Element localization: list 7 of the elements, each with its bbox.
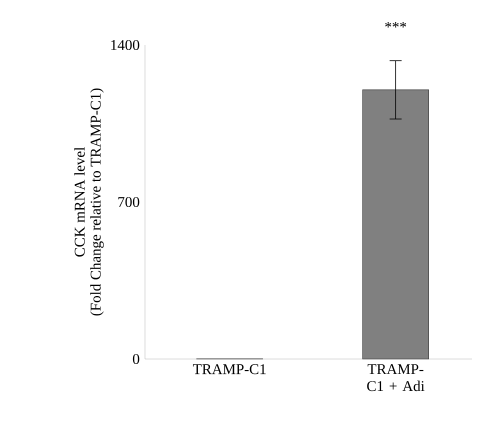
- y-axis-title: CCK mRNA level (Fold Change relative to TRAMP-C1): [74, 88, 104, 316]
- x-tick-label: TRAMP-C1 + Adi: [367, 364, 424, 392]
- y-tick-label: 1400: [111, 40, 140, 50]
- y-tick-label: 0: [132, 354, 140, 364]
- y-tick-label: 700: [118, 196, 140, 208]
- x-tick-label: TRAMP-C1: [192, 364, 266, 374]
- text: ***: [385, 22, 406, 28]
